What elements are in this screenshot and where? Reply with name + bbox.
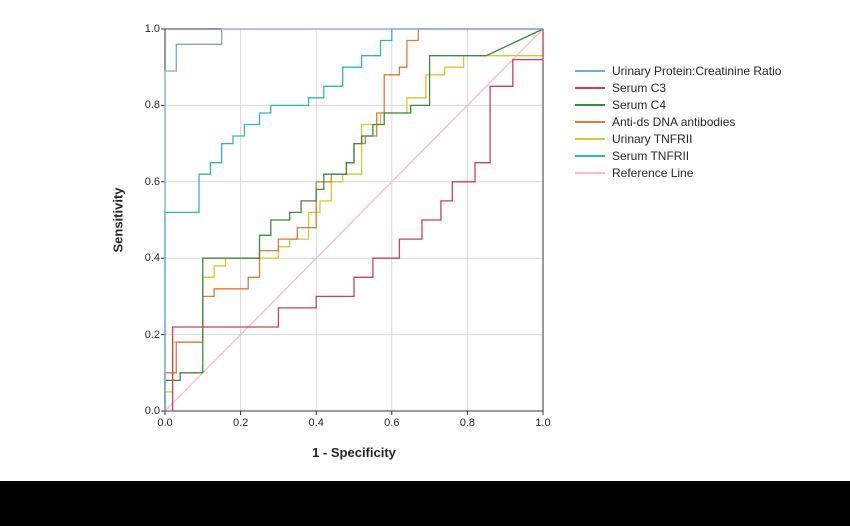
legend-line-swatch bbox=[575, 103, 605, 106]
series-line-serum-c3 bbox=[165, 29, 544, 412]
legend-label: Urinary Protein:Creatinine Ratio bbox=[612, 63, 782, 78]
series-line-serum-tnfrii bbox=[164, 28, 543, 411]
legend-label: Anti-ds DNA antibodies bbox=[612, 114, 736, 129]
legend-item: Serum C4 bbox=[575, 97, 781, 112]
legend-line-swatch bbox=[575, 171, 605, 174]
series-line-serum-c4 bbox=[164, 28, 544, 411]
y-tick-label: 0.6 bbox=[144, 175, 160, 188]
y-tick-label: 0.0 bbox=[144, 405, 160, 417]
y-tick-label: 1.0 bbox=[144, 23, 160, 35]
x-tick-label: 0.2 bbox=[232, 417, 249, 429]
x-tick-label: 1.0 bbox=[535, 417, 551, 429]
y-tick-label: 0.8 bbox=[144, 99, 160, 112]
legend-item: Urinary TNFRII bbox=[575, 131, 781, 146]
x-tick-label: 0.6 bbox=[384, 417, 400, 429]
legend-line-swatch bbox=[575, 120, 605, 123]
legend-line-swatch bbox=[575, 137, 605, 140]
roc-plot bbox=[161, 28, 544, 415]
legend-line-swatch bbox=[575, 154, 605, 157]
legend-item: Reference Line bbox=[575, 165, 781, 180]
legend: Urinary Protein:Creatinine Ratio Serum C3… bbox=[575, 63, 782, 180]
bottom-black-bar bbox=[0, 481, 850, 526]
legend-label: Urinary TNFRII bbox=[612, 131, 693, 146]
legend-label: Reference Line bbox=[612, 165, 694, 180]
series-line-urinary-protein-creatinine-ratio bbox=[164, 28, 543, 411]
legend-item: Serum C3 bbox=[575, 80, 781, 95]
legend-item: Urinary Protein:Creatinine Ratio bbox=[575, 63, 782, 78]
legend-label: Serum TNFRII bbox=[612, 148, 690, 163]
y-tick-label: 0.4 bbox=[144, 252, 160, 265]
x-axis-label: 1 - Specificity bbox=[312, 445, 396, 460]
series-line-anti-ds-dna-antibodies bbox=[164, 28, 543, 411]
x-tick-label: 0.8 bbox=[459, 417, 476, 429]
y-tick-label: 0.2 bbox=[144, 328, 160, 341]
x-tick-label: 0.4 bbox=[308, 417, 324, 429]
legend-item: Serum TNFRII bbox=[575, 148, 781, 163]
legend-label: Serum C4 bbox=[612, 97, 667, 112]
legend-item: Anti-ds DNA antibodies bbox=[575, 114, 781, 129]
legend-label: Serum C3 bbox=[612, 80, 667, 95]
y-axis-label: Sensitivity bbox=[110, 187, 126, 253]
series-line-urinary-tnfrii bbox=[164, 29, 544, 411]
series-line-reference-line bbox=[164, 28, 544, 412]
legend-line-swatch bbox=[575, 69, 605, 72]
x-tick-label: 0.0 bbox=[157, 417, 173, 429]
legend-line-swatch bbox=[575, 86, 605, 89]
